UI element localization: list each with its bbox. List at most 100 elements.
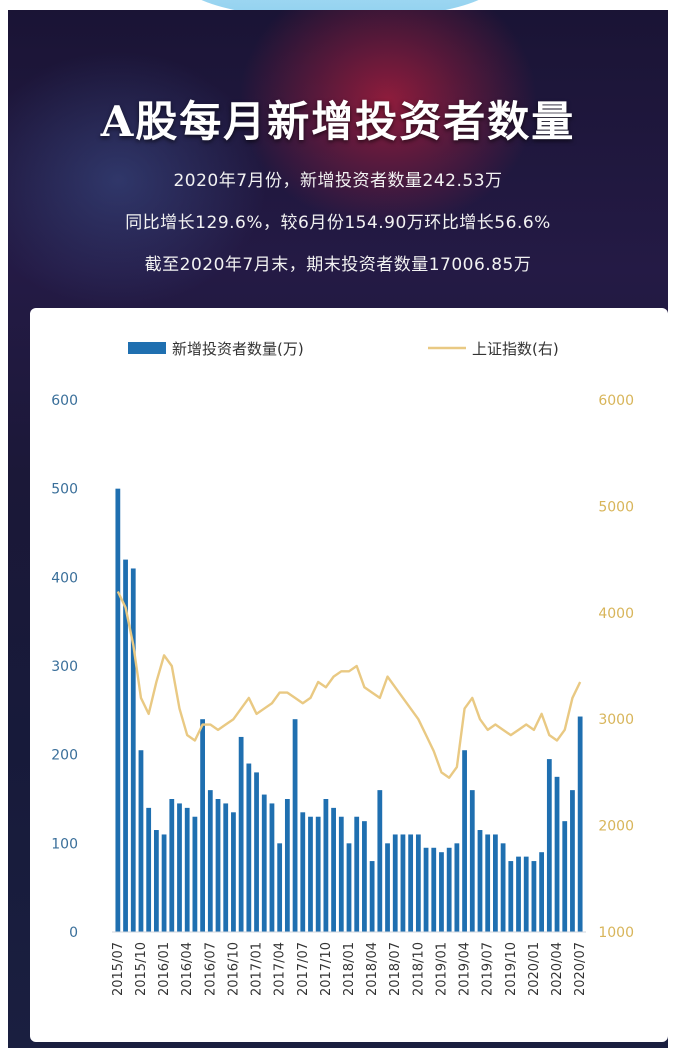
bar (469, 790, 475, 932)
right-axis: 1000 2000 3000 4000 5000 6000 (598, 393, 634, 941)
right-tick-label: 2000 (598, 819, 634, 835)
x-tick-label: 2017/04 (273, 942, 288, 996)
bar (123, 559, 128, 932)
left-tick-label: 300 (51, 659, 78, 675)
bar (570, 790, 575, 932)
x-tick-label: 2019/10 (504, 942, 519, 996)
left-tick-label: 500 (51, 482, 78, 498)
background-glow-red (238, 10, 538, 230)
bar (261, 794, 267, 932)
x-tick-label: 2016/01 (157, 942, 172, 996)
bar (323, 799, 329, 932)
index-line (116, 590, 582, 779)
bar (338, 816, 344, 932)
left-axis: 0 100 200 300 400 500 600 (51, 393, 78, 941)
bar (446, 847, 452, 932)
x-tick-label: 2019/01 (434, 942, 449, 996)
bar (546, 759, 552, 932)
bar-series (115, 488, 583, 932)
left-tick-label: 600 (51, 393, 78, 409)
bar (516, 856, 521, 932)
summary-line-1: 2020年7月份，新增投资者数量242.53万 (173, 171, 503, 191)
x-tick-label: 2018/01 (342, 942, 357, 996)
bar (184, 807, 190, 932)
bar (231, 812, 236, 932)
infographic-card: A股每月新增投资者数量 2020年7月份，新增投资者数量242.53万 同比增长… (8, 10, 668, 1048)
bar (454, 843, 460, 932)
bar (577, 716, 583, 932)
x-tick-label: 2017/01 (250, 942, 265, 996)
right-tick-label: 3000 (598, 712, 634, 728)
bar (161, 834, 167, 932)
chart-panel: 新增投资者数量(万) 上证指数(右) 0 100 200 300 400 500 600 1… (30, 308, 668, 1042)
bar (423, 847, 429, 932)
bar (400, 834, 406, 932)
bar (462, 750, 467, 932)
bar (415, 834, 421, 932)
bar (308, 816, 313, 932)
chart-svg: 新增投资者数量(万) 上证指数(右) 0 100 200 300 400 500 600 1… (51, 340, 634, 996)
bar (362, 821, 367, 932)
bar (523, 856, 529, 932)
bar (477, 830, 483, 932)
bar (369, 861, 375, 932)
bar (153, 830, 159, 932)
legend-line-label: 上证指数(右) (472, 340, 559, 358)
x-tick-label: 2016/07 (203, 942, 218, 996)
right-tick-label: 4000 (598, 606, 634, 622)
right-tick-label: 6000 (598, 393, 634, 409)
right-tick-label: 1000 (598, 925, 634, 941)
bar (192, 816, 198, 932)
bar (223, 803, 229, 932)
right-tick-label: 5000 (598, 499, 634, 515)
left-tick-label: 200 (51, 748, 78, 764)
bar (554, 776, 560, 932)
bar (300, 812, 306, 932)
bar (315, 816, 321, 932)
x-tick-label: 2018/07 (388, 942, 403, 996)
x-axis: 2015/07 2015/10 2016/01 2016/04 2016/07 2016/… (111, 942, 588, 996)
bar (207, 790, 213, 932)
x-tick-label: 2016/04 (180, 942, 195, 996)
bar (200, 719, 205, 932)
left-tick-label: 400 (51, 570, 78, 586)
x-tick-label: 2019/07 (481, 942, 496, 996)
bar (246, 763, 252, 932)
bar (331, 807, 336, 932)
x-tick-label: 2018/10 (411, 942, 426, 996)
bar (238, 736, 244, 932)
bar (346, 843, 352, 932)
page-title: A股每月新增投资者数量 (100, 97, 576, 146)
bar (408, 834, 414, 932)
bar (531, 861, 537, 932)
bar (439, 852, 444, 932)
x-tick-label: 2017/07 (296, 942, 311, 996)
bar (539, 852, 545, 932)
bar (431, 847, 437, 932)
bar (115, 488, 121, 932)
left-tick-label: 0 (69, 925, 78, 941)
left-tick-label: 100 (51, 836, 78, 852)
bar (354, 816, 360, 932)
bar (138, 750, 144, 932)
legend: 新增投资者数量(万) 上证指数(右) (128, 340, 559, 358)
bar (562, 821, 568, 932)
bar (177, 803, 182, 932)
x-tick-label: 2016/10 (226, 942, 241, 996)
summary-line-3: 截至2020年7月末，期末投资者数量17006.85万 (144, 255, 532, 275)
bar (500, 843, 506, 932)
bar (385, 843, 390, 932)
x-tick-label: 2018/04 (365, 942, 380, 996)
bar (277, 843, 283, 932)
bar (485, 834, 491, 932)
x-tick-label: 2015/10 (134, 942, 149, 996)
bar (284, 799, 290, 932)
bar (392, 834, 398, 932)
header: A股每月新增投资者数量 2020年7月份，新增投资者数量242.53万 同比增长… (8, 10, 668, 310)
bar (130, 568, 136, 932)
legend-bar-swatch (128, 342, 166, 354)
bar (254, 772, 259, 932)
bar (269, 803, 275, 932)
x-tick-label: 2019/04 (458, 942, 473, 996)
x-tick-label: 2020/07 (573, 942, 588, 996)
